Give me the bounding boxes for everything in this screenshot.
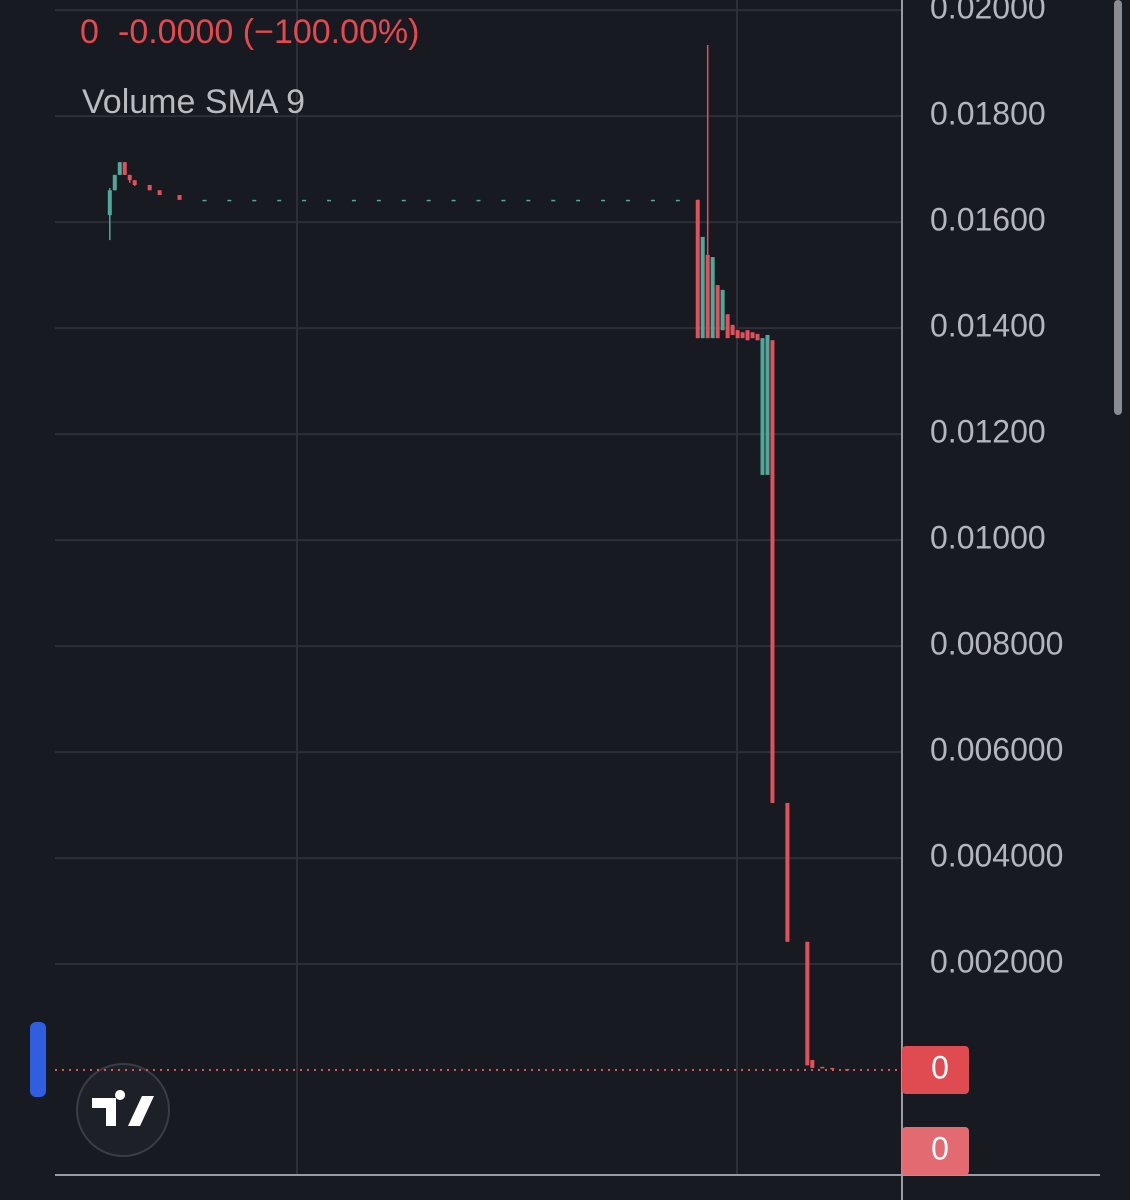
candle-body xyxy=(650,199,655,202)
y-tick-label: 0.01000 xyxy=(930,520,1046,556)
candle-body xyxy=(252,199,257,202)
candle-body xyxy=(830,1067,835,1070)
y-tick-label: 0.01400 xyxy=(930,308,1046,344)
candle-body xyxy=(805,941,810,1066)
y-tick-label: 0.006000 xyxy=(930,732,1063,768)
grid xyxy=(55,9,902,966)
candle-body xyxy=(740,332,745,339)
candle-body xyxy=(760,338,765,475)
candle-body xyxy=(705,254,710,339)
candle-body xyxy=(302,199,307,202)
candle-body xyxy=(227,199,232,202)
candle-body xyxy=(132,180,137,185)
candle-body xyxy=(177,195,182,200)
candles xyxy=(107,45,850,1071)
legend-close: 0 xyxy=(80,13,99,51)
candle-body xyxy=(426,199,431,202)
last-volume-tag xyxy=(902,1127,969,1175)
y-tick-label: 0.01800 xyxy=(930,96,1046,132)
candle-body xyxy=(157,190,162,196)
candle-body xyxy=(720,289,725,331)
candle-body xyxy=(112,174,117,191)
candle-body xyxy=(785,802,790,942)
candle-body xyxy=(770,340,775,803)
last-price-label: 0 xyxy=(931,1050,949,1086)
candle-body xyxy=(765,334,770,475)
candle-body xyxy=(526,199,531,202)
candle-body xyxy=(202,199,207,202)
y-tick-label: 0.02000 xyxy=(930,0,1046,26)
candle-body xyxy=(601,199,606,202)
candle-body xyxy=(277,199,282,202)
candle-body xyxy=(401,199,406,202)
candle-body xyxy=(715,285,720,339)
last-price-tag xyxy=(902,1046,969,1095)
candle-body xyxy=(501,199,506,202)
last-volume-label: 0 xyxy=(931,1130,949,1166)
candle-body xyxy=(451,199,456,202)
y-tick-label: 0.01600 xyxy=(930,202,1046,238)
candle-body xyxy=(810,1059,815,1068)
candle-body xyxy=(755,333,760,341)
candle-body xyxy=(327,199,332,202)
candle-body xyxy=(750,332,755,339)
candle-body xyxy=(117,162,122,175)
scrollbar[interactable] xyxy=(1114,0,1122,415)
candle-body xyxy=(730,324,735,335)
legend-change: -0.0000 (−100.00%) xyxy=(118,13,419,51)
candle-body xyxy=(376,199,381,202)
candle-body xyxy=(147,184,152,191)
tradingview-logo[interactable] xyxy=(76,1063,170,1157)
candle-body xyxy=(820,1066,825,1069)
candle-body xyxy=(700,236,705,339)
y-tick-label: 0.01200 xyxy=(930,414,1046,450)
candle-body xyxy=(710,257,715,339)
y-tick-label: 0.008000 xyxy=(930,626,1063,662)
candle-body xyxy=(625,199,630,202)
y-tick-label: 0.002000 xyxy=(930,944,1063,980)
candle-body xyxy=(725,314,730,339)
candle-body xyxy=(745,330,750,341)
candle-body xyxy=(351,199,356,202)
candle-body xyxy=(675,199,680,202)
side-tab[interactable] xyxy=(30,1022,46,1097)
candle-body xyxy=(122,162,127,175)
candle-body xyxy=(735,330,740,339)
candle-body xyxy=(107,190,112,216)
candle-body xyxy=(551,199,556,202)
candle-body xyxy=(576,199,581,202)
indicator-label: Volume SMA 9 xyxy=(82,83,305,121)
candle-body xyxy=(127,174,132,181)
candle-body xyxy=(476,199,481,202)
candle-body xyxy=(695,199,700,339)
y-tick-label: 0.004000 xyxy=(930,838,1063,874)
